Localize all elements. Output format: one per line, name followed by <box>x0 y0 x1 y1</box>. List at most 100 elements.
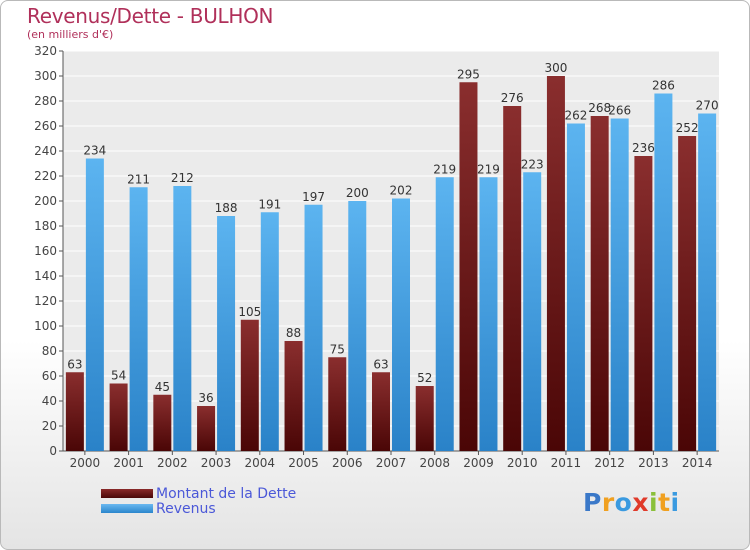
y-tick-label: 100 <box>34 319 57 333</box>
bar-dette <box>372 372 390 451</box>
data-label: 191 <box>258 197 281 211</box>
logo-letter: x <box>632 488 649 517</box>
x-tick-label: 2007 <box>376 456 407 470</box>
data-label: 54 <box>111 369 126 383</box>
bar-revenus <box>392 198 410 451</box>
bar-dette <box>678 136 697 451</box>
bar-dette <box>284 341 303 451</box>
bar-revenus <box>654 93 673 451</box>
data-label: 105 <box>238 305 261 319</box>
x-tick-label: 2006 <box>332 456 363 470</box>
bar-dette <box>197 406 216 451</box>
data-label: 63 <box>373 357 388 371</box>
x-tick-label: 2008 <box>419 456 450 470</box>
proxiti-logo: Proxiti <box>583 488 680 517</box>
chart-subtitle: (en milliers d'€) <box>27 28 114 41</box>
bar-revenus <box>173 186 192 451</box>
data-label: 223 <box>521 157 544 171</box>
bar-dette <box>415 386 434 451</box>
legend-label-dette: Montant de la Dette <box>156 486 297 502</box>
bar-dette <box>328 357 347 451</box>
bar-revenus <box>129 187 148 451</box>
x-tick-label: 2013 <box>638 456 669 470</box>
bar-revenus <box>566 123 585 451</box>
bar-dette <box>590 116 609 451</box>
y-tick-label: 0 <box>49 444 57 458</box>
legend-label-revenus: Revenus <box>156 501 216 517</box>
bar-dette <box>65 372 84 451</box>
data-label: 52 <box>417 371 432 385</box>
legend-item-dette: Montant de la Dette <box>101 486 401 502</box>
legend-swatch-dette <box>101 489 153 498</box>
data-label: 88 <box>286 326 301 340</box>
y-tick-label: 40 <box>42 394 57 408</box>
legend-swatch-revenus <box>101 504 153 513</box>
data-label: 270 <box>696 99 719 113</box>
data-label: 36 <box>198 391 213 405</box>
chart-title: Revenus/Dette - BULHON <box>27 4 274 28</box>
data-label: 197 <box>302 190 325 204</box>
x-tick-label: 2005 <box>288 456 319 470</box>
x-tick-label: 2014 <box>682 456 713 470</box>
x-tick-label: 2010 <box>507 456 538 470</box>
logo-letter: o <box>614 488 633 517</box>
bar-revenus <box>523 172 542 451</box>
data-label: 219 <box>477 162 500 176</box>
y-tick-label: 160 <box>34 244 57 258</box>
logo-letter: i <box>670 488 680 517</box>
x-tick-label: 2000 <box>70 456 101 470</box>
bar-dette <box>459 82 478 451</box>
x-tick-label: 2003 <box>201 456 232 470</box>
x-tick-label: 2012 <box>594 456 625 470</box>
data-label: 234 <box>83 144 106 158</box>
bar-revenus <box>217 216 236 451</box>
y-tick-label: 260 <box>34 119 57 133</box>
data-label: 252 <box>676 121 699 135</box>
bar-revenus <box>304 204 323 451</box>
data-label: 236 <box>632 141 655 155</box>
data-label: 75 <box>330 342 345 356</box>
bar-revenus <box>435 177 454 451</box>
x-tick-label: 2002 <box>157 456 188 470</box>
y-tick-label: 220 <box>34 169 57 183</box>
data-label: 276 <box>501 91 524 105</box>
logo-letter: P <box>583 488 602 517</box>
logo-letter: i <box>649 488 659 517</box>
y-tick-label: 240 <box>34 144 57 158</box>
bar-dette <box>240 319 259 451</box>
y-tick-label: 180 <box>34 219 57 233</box>
x-tick-label: 2009 <box>463 456 494 470</box>
data-label: 212 <box>171 171 194 185</box>
data-label: 200 <box>346 186 369 200</box>
y-tick-label: 320 <box>34 44 57 58</box>
bar-revenus <box>698 113 717 451</box>
data-label: 266 <box>608 104 631 118</box>
data-label: 219 <box>433 162 456 176</box>
y-tick-label: 200 <box>34 194 57 208</box>
data-label: 295 <box>457 67 480 81</box>
data-label: 268 <box>588 101 611 115</box>
bar-dette <box>634 156 653 451</box>
x-tick-label: 2004 <box>245 456 276 470</box>
y-tick-label: 140 <box>34 269 57 283</box>
y-tick-label: 280 <box>34 94 57 108</box>
data-label: 211 <box>127 172 150 186</box>
y-tick-label: 120 <box>34 294 57 308</box>
bar-revenus <box>610 118 629 451</box>
bar-revenus <box>260 212 279 451</box>
bar-dette <box>503 106 522 451</box>
bar-revenus <box>85 158 104 451</box>
data-label: 63 <box>67 357 82 371</box>
bar-revenus <box>348 201 367 451</box>
bar-revenus <box>479 177 498 451</box>
data-label: 300 <box>544 61 567 75</box>
y-tick-label: 60 <box>42 369 57 383</box>
bar-dette <box>546 76 565 451</box>
data-label: 286 <box>652 79 675 93</box>
logo-letter: t <box>658 488 671 517</box>
logo-letter: r <box>601 488 615 517</box>
data-label: 202 <box>390 184 413 198</box>
y-tick-label: 80 <box>42 344 57 358</box>
x-tick-label: 2011 <box>551 456 582 470</box>
